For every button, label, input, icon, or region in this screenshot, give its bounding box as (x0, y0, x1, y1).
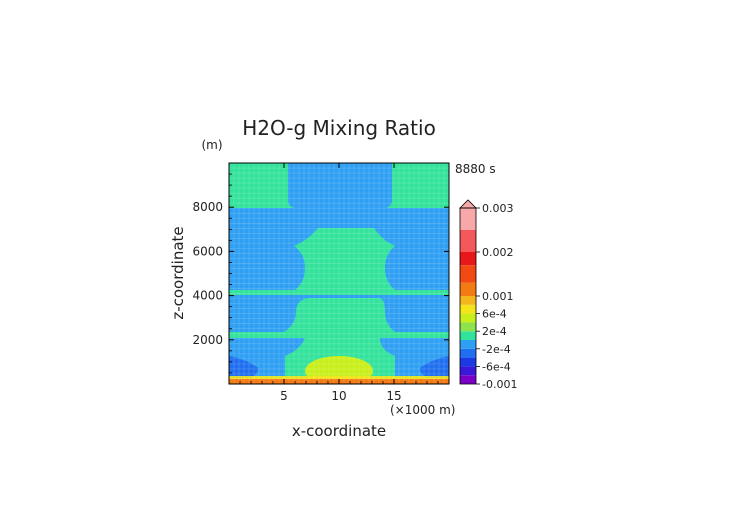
y-axis: 2000 4000 6000 8000 (192, 173, 449, 374)
x-tick-label: 10 (331, 389, 346, 403)
colorbar-level (460, 252, 476, 266)
colorbar-level (460, 230, 476, 252)
x-axis: 5 10 15 (239, 163, 439, 403)
colorbar-tick-label: -0.001 (482, 378, 517, 391)
plot-area (229, 163, 449, 384)
colorbar-extension-arrow (459, 199, 477, 209)
colorbar-tick-label: 0.003 (482, 202, 514, 215)
y-axis-label: z-coordinate (169, 226, 187, 319)
colorbar-level (460, 340, 476, 349)
colorbar-level (460, 366, 476, 376)
y-tick-label: 8000 (192, 200, 223, 214)
region-surface-yellow-cap (229, 376, 449, 379)
time-label: 8880 s (455, 162, 496, 176)
region-mid-cross-lobes (229, 246, 449, 326)
region-upper-blue-column (229, 163, 449, 290)
grid-lines (229, 163, 449, 384)
colorbar-tick-label: -2e-4 (482, 343, 511, 356)
y-tick-label: 4000 (192, 289, 223, 303)
region-corner-dark-blue (229, 356, 449, 378)
colorbar-level (460, 208, 476, 230)
y-unit-label: (m) (201, 138, 222, 152)
colorbar-level (460, 313, 476, 323)
colorbar-level (460, 282, 476, 296)
colorbar-tick-label: 0.001 (482, 290, 514, 303)
colorbar-tick-label: 2e-4 (482, 325, 507, 338)
colorbar-tick-label: 6e-4 (482, 308, 507, 321)
colorbar-tick-label: 0.002 (482, 246, 514, 259)
colorbar-level (460, 357, 476, 367)
x-unit-label: (×1000 m) (390, 403, 455, 417)
x-tick-label: 5 (280, 389, 288, 403)
region-mid-blue-band (229, 295, 449, 332)
x-tick-label: 15 (386, 389, 401, 403)
region-near-surface-blue-lobes (229, 338, 449, 376)
colorbar-level (460, 331, 476, 340)
colorbar-level (460, 265, 476, 283)
colorbar-level (460, 322, 476, 332)
colorbar-level (460, 348, 476, 358)
colorbar-level (460, 304, 476, 314)
colorbar-level (460, 375, 476, 384)
y-tick-label: 2000 (192, 333, 223, 347)
colorbar: 0.003 0.002 0.001 6e-4 2e-4 -2e-4 -6e-4 -0.001 (459, 199, 517, 391)
y-tick-label: 6000 (192, 244, 223, 258)
chart-title: H2O-g Mixing Ratio (242, 116, 436, 140)
x-axis-label: x-coordinate (292, 422, 386, 440)
colorbar-level (460, 296, 476, 305)
colorbar-tick-label: -6e-4 (482, 360, 511, 373)
